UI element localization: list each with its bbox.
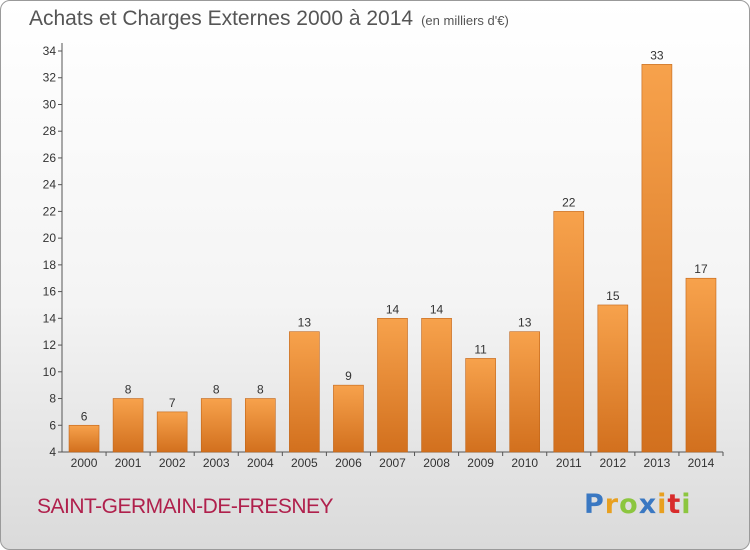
- y-tick-label-34: 34: [43, 44, 57, 58]
- y-tick-label-24: 24: [43, 178, 57, 192]
- x-tick-label-2007: 2007: [379, 456, 406, 470]
- logo-letter: o: [619, 489, 639, 520]
- data-label-2005: 13: [298, 316, 312, 330]
- location-name: SAINT-GERMAIN-DE-FRESNEY: [37, 495, 334, 518]
- data-label-2001: 8: [125, 383, 132, 397]
- x-tick-label-2003: 2003: [203, 456, 230, 470]
- bar-2006: [333, 384, 364, 453]
- bar-2003: [200, 398, 232, 453]
- x-tick-label-2001: 2001: [115, 456, 142, 470]
- bar-2000: [68, 424, 100, 453]
- bar-2013: [641, 64, 673, 453]
- x-tick-label-2009: 2009: [467, 456, 494, 470]
- bar-2007: [377, 318, 408, 453]
- data-label-2007: 14: [386, 302, 400, 316]
- data-label-2006: 9: [345, 369, 352, 383]
- bar-2014: [685, 277, 717, 453]
- bar-2008: [421, 318, 452, 453]
- y-tick-label-4: 4: [49, 445, 56, 459]
- bar-2004: [245, 398, 276, 453]
- y-tick-label-32: 32: [43, 71, 57, 85]
- y-tick-label-18: 18: [43, 258, 57, 272]
- data-label-2008: 14: [430, 302, 444, 316]
- data-label-2002: 7: [169, 396, 176, 410]
- chart-title-text: Achats et Charges Externes 2000 à 2014: [29, 7, 414, 30]
- logo-letter: r: [604, 489, 620, 520]
- x-tick-label-2000: 2000: [71, 456, 98, 470]
- logo-letter: i: [657, 489, 668, 520]
- bar-2011: [553, 211, 585, 453]
- bar-2010: [509, 331, 541, 453]
- bar-2002: [156, 411, 188, 453]
- y-tick-label-22: 22: [43, 204, 57, 218]
- chart-title: Achats et Charges Externes 2000 à 2014 (e…: [29, 7, 509, 31]
- x-tick-label-2002: 2002: [159, 456, 186, 470]
- data-label-2013: 33: [650, 48, 664, 62]
- data-label-2009: 11: [474, 342, 487, 356]
- x-tick-label-2014: 2014: [688, 456, 715, 470]
- logo-letter: P: [584, 489, 605, 520]
- x-tick-label-2008: 2008: [423, 456, 450, 470]
- logo-letter: i: [681, 489, 692, 520]
- y-tick-label-6: 6: [49, 418, 56, 432]
- data-label-2003: 8: [213, 383, 220, 397]
- x-tick-label-2006: 2006: [335, 456, 362, 470]
- y-tick-label-10: 10: [43, 365, 57, 379]
- data-label-2011: 22: [562, 195, 576, 209]
- x-tick-label-2013: 2013: [644, 456, 671, 470]
- y-tick-label-8: 8: [49, 392, 56, 406]
- y-tick-label-20: 20: [43, 231, 57, 245]
- y-tick-label-26: 26: [43, 151, 57, 165]
- x-tick-label-2012: 2012: [599, 456, 626, 470]
- bar-2012: [597, 304, 629, 453]
- x-tick-label-2010: 2010: [511, 456, 538, 470]
- data-label-2000: 6: [81, 409, 88, 423]
- data-label-2012: 15: [606, 289, 620, 303]
- y-tick-label-12: 12: [43, 338, 57, 352]
- data-label-2004: 8: [257, 383, 264, 397]
- bar-2001: [112, 398, 144, 453]
- chart-bars: [68, 64, 717, 453]
- y-tick-label-30: 30: [43, 97, 57, 111]
- bar-2009: [465, 358, 496, 453]
- logo-letter: x: [638, 489, 658, 520]
- y-tick-label-28: 28: [43, 124, 57, 138]
- x-tick-label-2011: 2011: [556, 456, 582, 470]
- data-label-2014: 17: [694, 262, 708, 276]
- y-tick-label-14: 14: [43, 311, 57, 325]
- x-tick-label-2004: 2004: [247, 456, 274, 470]
- x-tick-label-2005: 2005: [291, 456, 318, 470]
- bar-2005: [289, 331, 320, 453]
- proxiti-logo[interactable]: Proxiti: [584, 489, 692, 520]
- chart-labels: 6 2000 8 2001 7 2002 8 2003 8 2004 13 2005 9 2006 14 20…: [71, 48, 715, 470]
- chart-subtitle: (en milliers d'€): [421, 13, 509, 28]
- data-label-2010: 13: [518, 316, 532, 330]
- logo-letter: t: [667, 489, 682, 520]
- y-tick-label-16: 16: [43, 285, 57, 299]
